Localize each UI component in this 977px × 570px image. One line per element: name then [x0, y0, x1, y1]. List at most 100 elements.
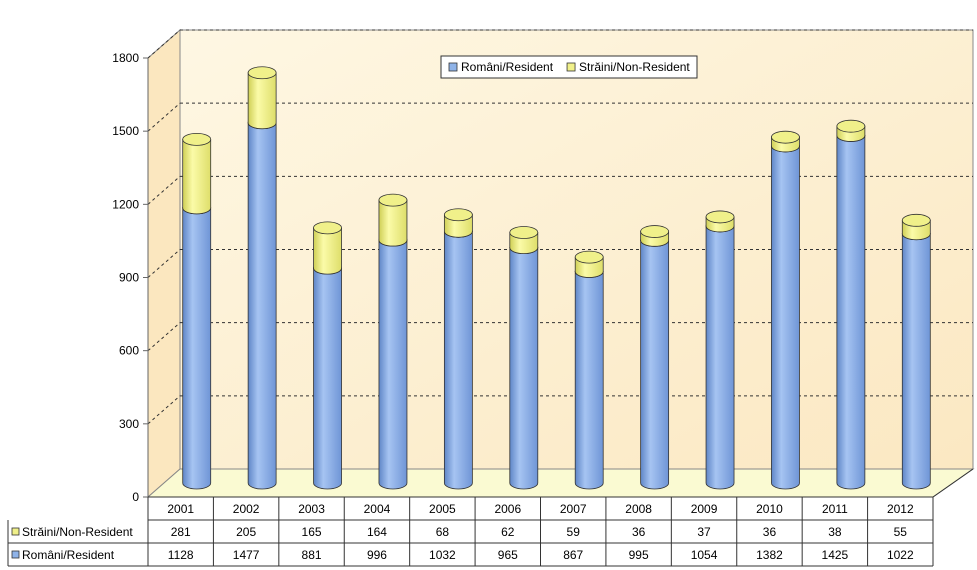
bar-resident — [444, 225, 472, 489]
bar-top — [510, 227, 538, 239]
bar-body — [379, 200, 407, 246]
bar-top — [575, 251, 603, 263]
table-legend-key — [12, 551, 19, 558]
data-label: 205 — [236, 525, 256, 539]
y-tick-label: 1200 — [112, 197, 139, 211]
data-label: 881 — [302, 548, 322, 562]
x-tick-label: 2007 — [560, 502, 587, 516]
bar-non-resident — [183, 133, 211, 214]
bar-non-resident — [706, 211, 734, 232]
bar-body — [183, 208, 211, 489]
data-label: 995 — [629, 548, 649, 562]
data-label: 62 — [501, 525, 515, 539]
data-label: 996 — [367, 548, 387, 562]
legend-label: Străini/Non-Resident — [579, 60, 690, 74]
legend-label: Români/Resident — [461, 60, 554, 74]
table-series-label: Români/Resident — [22, 548, 115, 562]
bar-body — [444, 231, 472, 489]
bar-body — [641, 240, 669, 489]
bar-non-resident — [641, 226, 669, 247]
bar-top — [837, 120, 865, 132]
bar-top — [902, 214, 930, 226]
data-label: 164 — [367, 525, 387, 539]
y-tick-label: 900 — [119, 271, 139, 285]
legend-swatch — [449, 63, 457, 71]
bar-resident — [837, 129, 865, 489]
x-tick-label: 2011 — [822, 502, 848, 516]
y-tick-label: 1800 — [112, 51, 139, 65]
bar-resident — [314, 262, 342, 489]
bar-body — [771, 146, 799, 489]
data-label: 1128 — [168, 548, 194, 562]
x-tick-label: 2001 — [167, 502, 194, 516]
y-tick-label: 1500 — [112, 124, 139, 138]
bar-body — [379, 240, 407, 489]
bar-body — [510, 248, 538, 489]
bar-body — [248, 123, 276, 489]
x-tick-label: 2005 — [429, 502, 456, 516]
bar-resident — [902, 228, 930, 489]
data-label: 965 — [498, 548, 518, 562]
data-label: 1477 — [233, 548, 260, 562]
data-label: 1382 — [756, 548, 783, 562]
bar-non-resident — [510, 227, 538, 254]
table-series-label: Străini/Non-Resident — [22, 525, 133, 539]
y-axis: 0300600900120015001800 — [112, 51, 148, 504]
x-tick-label: 2003 — [298, 502, 325, 516]
data-label: 165 — [302, 525, 322, 539]
data-label: 36 — [632, 525, 646, 539]
bar-top — [706, 211, 734, 223]
legend-swatch — [567, 63, 575, 71]
bar-top — [771, 131, 799, 143]
y-tick-label: 600 — [119, 344, 139, 358]
y-tick-label: 0 — [132, 490, 139, 504]
data-label: 1022 — [887, 548, 914, 562]
bar-body — [575, 272, 603, 489]
data-label: 867 — [563, 548, 583, 562]
chart: 0300600900120015001800 Români/ResidentSt… — [0, 0, 977, 570]
bar-non-resident — [837, 120, 865, 141]
data-label: 55 — [894, 525, 908, 539]
x-tick-label: 2010 — [756, 502, 783, 516]
bar-non-resident — [444, 209, 472, 238]
bar-non-resident — [771, 131, 799, 152]
bar-body — [706, 226, 734, 489]
bar-body — [837, 135, 865, 489]
data-label: 1054 — [691, 548, 718, 562]
data-label: 1425 — [822, 548, 849, 562]
bar-body — [314, 228, 342, 274]
bar-top — [248, 67, 276, 79]
data-label: 68 — [436, 525, 450, 539]
x-tick-label: 2008 — [625, 502, 652, 516]
bar-resident — [641, 234, 669, 489]
data-label: 36 — [763, 525, 777, 539]
x-tick-label: 2002 — [233, 502, 260, 516]
data-label: 59 — [567, 525, 581, 539]
legend: Români/Resident Străini/Non-Resident — [441, 56, 697, 78]
bar-top — [641, 226, 669, 238]
data-label: 38 — [828, 525, 842, 539]
x-tick-label: 2006 — [494, 502, 521, 516]
bar-top — [379, 194, 407, 206]
bar-resident — [706, 220, 734, 489]
bar-resident — [248, 117, 276, 489]
bar-top — [314, 222, 342, 234]
bar-resident — [575, 266, 603, 489]
bar-non-resident — [379, 194, 407, 246]
bar-non-resident — [314, 222, 342, 274]
bar-resident — [379, 234, 407, 489]
bar-top — [444, 209, 472, 221]
bar-resident — [183, 202, 211, 489]
x-tick-label: 2012 — [887, 502, 914, 516]
bar-non-resident — [248, 67, 276, 129]
bar-resident — [510, 242, 538, 489]
table-legend-key — [12, 528, 19, 535]
bar-body — [314, 268, 342, 489]
bar-body — [902, 234, 930, 489]
x-tick-label: 2009 — [691, 502, 718, 516]
data-label: 281 — [171, 525, 191, 539]
bar-body — [183, 139, 211, 214]
data-label: 1032 — [429, 548, 456, 562]
data-label: 37 — [697, 525, 711, 539]
x-tick-label: 2004 — [364, 502, 391, 516]
